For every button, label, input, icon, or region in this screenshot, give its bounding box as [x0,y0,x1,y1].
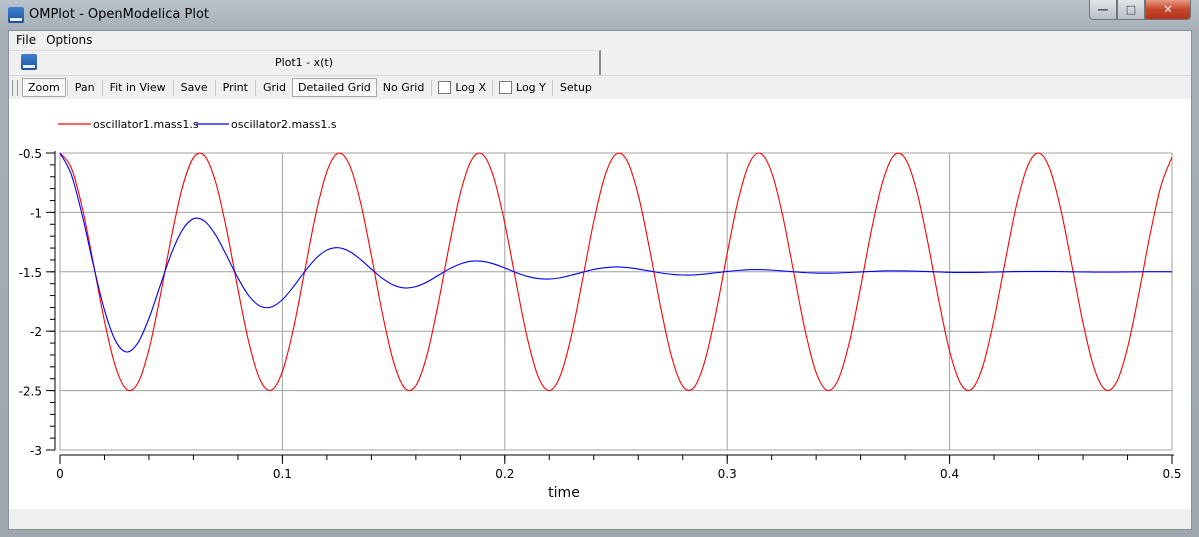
series-line-2 [59,152,1173,353]
checkbox-box [499,81,513,94]
menu-bar: File Options [9,31,1194,49]
x-tick-label: 0.2 [495,467,514,481]
x-tick-label: 0.1 [273,467,292,481]
x-tick-label: 0.4 [940,467,959,481]
x-tick-label: 0.5 [1162,467,1181,481]
log-y-checkbox[interactable]: Log Y [494,81,551,94]
menu-file[interactable]: File [16,33,37,47]
toolbar-grip[interactable] [12,79,18,96]
y-tick-label: -3 [30,444,42,458]
chart[interactable]: 0 0.1 0.2 0.3 0.4 0.5 -0.5 -1 -1.5 -2 -2.5 -3 oscil… [9,99,1191,509]
log-y-label: Log Y [516,81,546,94]
maximize-button[interactable]: □ [1117,0,1145,20]
plot-toolbar: Zoom Pan Fit in View Save Print Grid Det… [9,75,1191,100]
separator [254,79,256,96]
y-tick-label: -2.5 [19,385,42,399]
separator [551,79,553,96]
y-tick-label: -1 [30,206,42,220]
legend-label: oscillator1.mass1.s [93,118,199,131]
log-x-label: Log X [455,81,487,94]
title-bar: OMPlot - OpenModelica Plot — □ ✕ [0,0,1199,30]
plot-area[interactable]: 0 0.1 0.2 0.3 0.4 0.5 -0.5 -1 -1.5 -2 -2.5 -3 oscil… [9,99,1191,509]
menu-options[interactable]: Options [46,33,93,47]
print-button[interactable]: Print [222,81,248,94]
plot-window-title: Plot1 - x(t) [274,56,334,69]
series-line-1 [59,152,1173,392]
close-icon: ✕ [1163,3,1173,16]
legend-label: oscillator2.mass1.s [231,118,337,131]
minimize-icon: — [1097,3,1109,16]
separator [214,79,216,96]
plot-window-header: Plot1 - x(t) [9,50,601,75]
fit-in-view-button[interactable]: Fit in View [109,81,166,94]
x-tick-label: 0 [56,467,64,481]
x-axis-label: time [548,485,580,501]
separator [172,79,174,96]
window-client: File Options Plot1 - x(t) Zoom Pan Fit i… [8,30,1192,530]
separator [101,79,103,96]
close-button[interactable]: ✕ [1145,0,1191,20]
omplot-app-icon [8,7,24,23]
x-tick-label: 0.3 [718,467,737,481]
separator [492,79,494,96]
status-strip [9,509,1191,529]
setup-button[interactable]: Setup [559,81,592,94]
pan-button[interactable]: Pan [74,81,95,94]
y-tick-label: -0.5 [19,147,42,161]
checkbox-box [438,81,452,94]
minimize-button[interactable]: — [1089,0,1117,20]
separator [66,79,68,96]
y-tick-label: -2 [30,325,42,339]
y-tick-label: -1.5 [19,266,42,280]
maximize-icon: □ [1125,3,1137,16]
plot-window-icon [21,54,37,70]
separator [431,79,433,96]
grid-button[interactable]: Grid [262,81,287,94]
detailed-grid-button[interactable]: Detailed Grid [292,78,377,97]
no-grid-button[interactable]: No Grid [382,81,425,94]
zoom-button[interactable]: Zoom [22,78,66,97]
window-title: OMPlot - OpenModelica Plot [29,7,210,22]
log-x-checkbox[interactable]: Log X [433,81,491,94]
save-button[interactable]: Save [180,81,208,94]
